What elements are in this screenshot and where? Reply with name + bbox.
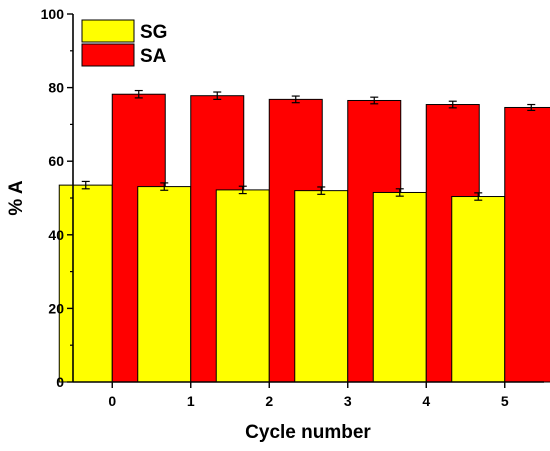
bar-sa-5 bbox=[504, 106, 550, 383]
x-tick-label-5: 5 bbox=[501, 393, 509, 409]
legend-label-sa: SA bbox=[140, 46, 167, 67]
x-tick-label-1: 1 bbox=[187, 393, 195, 409]
legend-swatch-sg bbox=[81, 19, 135, 43]
x-tick-label-4: 4 bbox=[422, 393, 430, 409]
plot-layer: 0 20 40 60 80 100 0 1 2 3 4 5 SG SA bbox=[41, 6, 550, 409]
bar-sg-3 bbox=[294, 190, 349, 383]
y-tick-label-40: 40 bbox=[48, 227, 64, 243]
bar-sg-4 bbox=[372, 191, 427, 383]
y-tick-label-20: 20 bbox=[48, 300, 64, 316]
y-tick-label-0: 0 bbox=[56, 374, 64, 390]
y-tick-label-100: 100 bbox=[41, 6, 65, 22]
y-axis-label: % A bbox=[6, 180, 27, 215]
legend-swatch-sa bbox=[81, 43, 135, 67]
x-tick-label-2: 2 bbox=[265, 393, 273, 409]
bar-sg-2 bbox=[215, 189, 270, 383]
bar-sg-1 bbox=[137, 186, 192, 383]
bar-sg-5 bbox=[451, 196, 506, 383]
x-axis-label: Cycle number bbox=[245, 422, 371, 443]
y-tick-label-60: 60 bbox=[48, 153, 64, 169]
y-tick-label-80: 80 bbox=[48, 80, 64, 96]
x-tick-label-0: 0 bbox=[108, 393, 116, 409]
legend-label-sg: SG bbox=[140, 22, 167, 43]
x-tick-label-3: 3 bbox=[344, 393, 352, 409]
bar-sg-0 bbox=[58, 184, 113, 383]
